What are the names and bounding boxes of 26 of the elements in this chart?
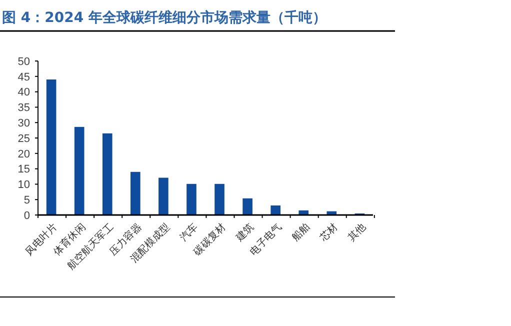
bar [158, 178, 168, 215]
x-tick-label: 芯材 [316, 221, 340, 244]
y-tick-label: 25 [18, 132, 30, 145]
bar [102, 133, 112, 215]
y-tick-label: 35 [18, 102, 30, 114]
y-tick-label: 15 [18, 164, 30, 176]
y-tick-label: 50 [18, 56, 30, 68]
chart-title: 图 4：2024 年全球碳纤维细分市场需求量（千吨） [2, 9, 326, 26]
y-tick-label: 5 [24, 194, 30, 206]
y-tick-label: 40 [18, 86, 30, 99]
x-tick-label: 其他 [346, 221, 368, 244]
bar [46, 79, 56, 215]
y-tick-label: 0 [24, 210, 30, 222]
x-tick-label: 船舶 [290, 221, 312, 244]
x-tick-label: 汽车 [177, 221, 200, 244]
x-tick-label: 建筑 [232, 221, 256, 244]
bar [214, 184, 224, 215]
bar [130, 172, 140, 215]
bar [242, 198, 252, 215]
y-tick-label: 20 [18, 148, 30, 160]
bar [270, 205, 280, 215]
bar [186, 184, 196, 215]
y-tick-label: 30 [18, 117, 30, 130]
y-tick-label: 10 [18, 179, 30, 192]
y-tick-label: 45 [18, 71, 30, 84]
bar [74, 126, 84, 215]
